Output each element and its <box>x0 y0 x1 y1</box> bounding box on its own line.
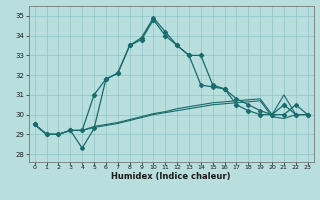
X-axis label: Humidex (Indice chaleur): Humidex (Indice chaleur) <box>111 172 231 181</box>
